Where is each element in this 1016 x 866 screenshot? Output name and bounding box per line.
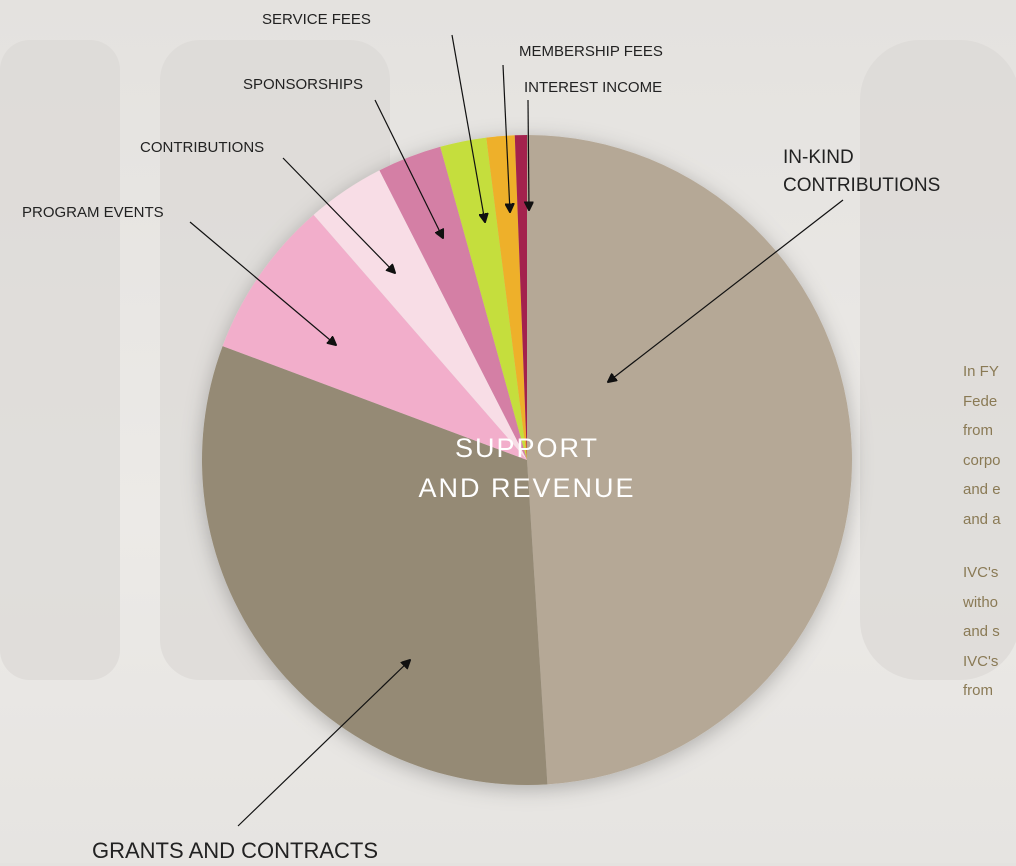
slice-label: MEMBERSHIP FEES [519, 43, 663, 60]
slice-label: IN-KIND CONTRIBUTIONS [783, 147, 941, 196]
leader-lines [189, 34, 844, 827]
side-text: IVC's [963, 652, 999, 670]
pie-slice [527, 135, 852, 785]
leader [451, 34, 485, 222]
side-text: and e [963, 481, 1001, 498]
slice-label: SERVICE FEES [262, 11, 371, 28]
pie-slice [222, 214, 528, 460]
slice-label: SPONSORSHIPS [243, 76, 364, 93]
slice-label: INTEREST INCOME [524, 79, 663, 96]
pie-slice [440, 137, 527, 460]
side-text: and a [963, 510, 1001, 528]
leader [374, 99, 443, 238]
side-text: from [963, 422, 993, 439]
pie-slice [313, 170, 527, 460]
chart-title: AND REVENUE [418, 473, 636, 503]
side-text: In FY [963, 363, 999, 380]
side-text: Fede [963, 392, 998, 410]
pie-slice [514, 135, 527, 460]
leader [608, 199, 844, 382]
chart-title: SUPPORT [454, 433, 600, 463]
leader [189, 221, 336, 345]
slice-label: PROGRAM EVENTS [22, 204, 164, 221]
slice-label: CONTRIBUTIONS [140, 139, 265, 156]
pie-slice [201, 346, 548, 785]
side-text: IVC's [963, 564, 999, 581]
side-text: from [963, 682, 993, 699]
leader [282, 157, 395, 273]
pie-slice [379, 146, 527, 461]
side-text: witho [963, 593, 999, 611]
pie-slice [486, 135, 527, 460]
slice-label: GRANTS AND CONTRACTS [92, 838, 379, 863]
leader [502, 64, 510, 212]
leader [237, 660, 410, 827]
pie [201, 135, 852, 785]
side-text: and s [963, 623, 1000, 640]
side-text: corpo [963, 451, 1001, 469]
leader [528, 99, 529, 210]
